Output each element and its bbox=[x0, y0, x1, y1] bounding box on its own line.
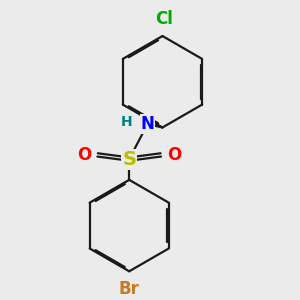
Text: Br: Br bbox=[119, 280, 140, 298]
Text: Cl: Cl bbox=[155, 10, 173, 28]
Text: N: N bbox=[141, 115, 154, 133]
Text: O: O bbox=[77, 146, 91, 164]
Text: H: H bbox=[121, 115, 133, 129]
Text: S: S bbox=[122, 150, 136, 169]
Text: O: O bbox=[167, 146, 182, 164]
